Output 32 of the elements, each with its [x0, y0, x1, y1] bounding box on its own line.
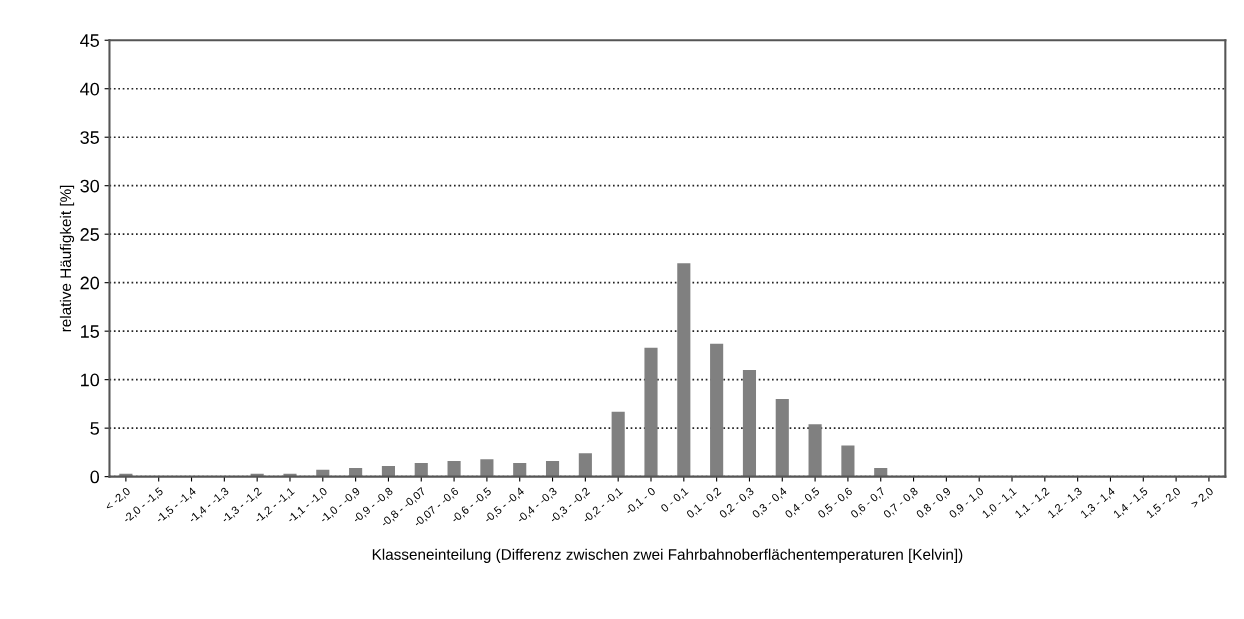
bar — [513, 463, 527, 477]
bar — [545, 461, 560, 477]
bar — [578, 453, 592, 477]
bar — [775, 399, 789, 477]
x-tick-label: -0,1 - 0 — [624, 486, 657, 516]
y-tick-label: 40 — [80, 82, 100, 96]
y-tick-label: 30 — [80, 179, 100, 193]
y-axis-title: relative Häufigkeit [%] — [59, 185, 75, 332]
bar — [381, 465, 395, 477]
bar — [414, 463, 428, 477]
y-tick-label: 25 — [80, 228, 99, 241]
bar — [710, 343, 724, 477]
x-tick-label: < -2,0 — [104, 486, 132, 512]
x-tick-label: > 2,0 — [1190, 486, 1215, 510]
bar — [841, 445, 855, 477]
bar — [677, 263, 691, 477]
x-axis-title: Klasseneinteilung (Differenz zwischen zwei Fahrbahnoberflächentemperaturen [Kelvin]) — [372, 548, 963, 563]
y-tick-label: 35 — [80, 131, 99, 144]
y-tick-label: 0 — [90, 470, 100, 484]
bar — [611, 411, 625, 477]
bar — [480, 459, 494, 477]
bar — [742, 369, 757, 477]
y-tick-label: 5 — [90, 422, 99, 435]
bar — [447, 461, 461, 477]
bar — [349, 467, 363, 477]
bar — [808, 424, 822, 477]
y-tick-label: 45 — [80, 34, 99, 47]
y-tick-label: 15 — [81, 325, 99, 338]
y-tick-label: 20 — [80, 276, 100, 290]
bar — [874, 467, 888, 477]
bar — [644, 347, 658, 477]
y-tick-label: 10 — [81, 373, 100, 387]
